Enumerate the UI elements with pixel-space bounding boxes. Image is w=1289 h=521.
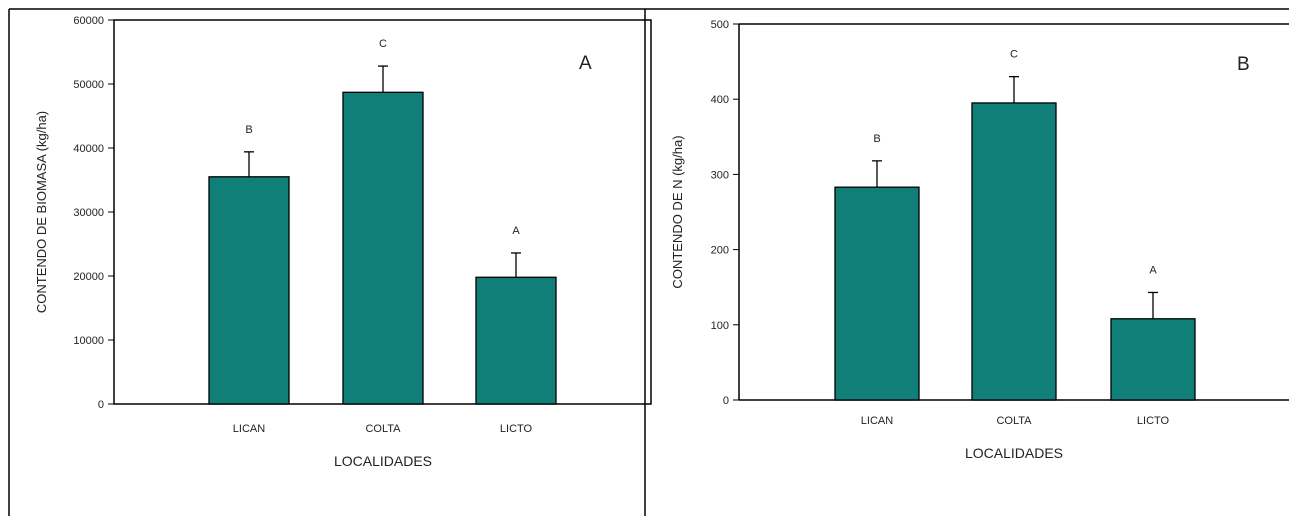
panel-b-label: B — [1237, 54, 1250, 75]
panel-a-y-tick-label: 60000 — [73, 15, 104, 27]
panel-b-y-tick-label: 0 — [723, 395, 729, 407]
panel-a-category-label: LICAN — [233, 423, 265, 435]
panel-b-significance-label: B — [873, 133, 880, 145]
panel-a-y-tick-label: 30000 — [73, 207, 104, 219]
panel-a-category-label: LICTO — [500, 423, 533, 435]
panel-a-x-axis-title: LOCALIDADES — [334, 453, 432, 469]
panel-a-significance-label: B — [245, 124, 252, 136]
panel-b-bar-lican — [834, 186, 920, 401]
panel-a-bar-lican — [208, 176, 290, 405]
panel-b-category-label: LICAN — [861, 415, 893, 427]
panel-a-y-axis-title: CONTENDO DE BIOMASA (kg/ha) — [34, 111, 49, 313]
panel-a-y-tick-label: 50000 — [73, 79, 104, 91]
panel-b-y-tick-label: 200 — [711, 245, 729, 257]
panel-b-category-label: LICTO — [1137, 415, 1170, 427]
panel-b-bar-colta — [971, 102, 1057, 401]
panel-b-y-axis-title: CONTENDO DE N (kg/ha) — [670, 135, 685, 288]
panel-b-marks: 0 100 200 300 400 500 B LICAN C COLTA A LICTO — [711, 19, 1196, 427]
panel-a-significance-label: A — [512, 225, 520, 237]
panel-a-marks: 0 10000 20000 30000 40000 50000 60000 B LICAN C CO… — [73, 15, 557, 435]
panel-a-y-tick-label: 40000 — [73, 143, 104, 155]
panel-b-y-tick-label: 500 — [711, 19, 729, 31]
panel-b-x-axis-title: LOCALIDADES — [965, 445, 1063, 461]
panel-a-significance-label: C — [379, 38, 387, 50]
panel-a-y-tick-label: 20000 — [73, 271, 104, 283]
panel-b-significance-label: A — [1149, 264, 1157, 276]
panel-a-category-label: COLTA — [365, 423, 401, 435]
panel-b-y-tick-label: 300 — [711, 169, 729, 181]
panel-b-bar-licto — [1110, 318, 1196, 401]
panel-a-y-tick-label: 0 — [98, 399, 104, 411]
panel-b-significance-label: C — [1010, 49, 1018, 61]
panel-a-bar-licto — [475, 276, 557, 405]
panel-a-y-tick-label: 10000 — [73, 335, 104, 347]
panel-b-y-tick-label: 400 — [711, 94, 729, 106]
panel-b-category-label: COLTA — [996, 415, 1032, 427]
panel-a-bar-colta — [342, 91, 424, 405]
panel-a-label: A — [579, 53, 592, 74]
panel-b-y-tick-label: 100 — [711, 320, 729, 332]
